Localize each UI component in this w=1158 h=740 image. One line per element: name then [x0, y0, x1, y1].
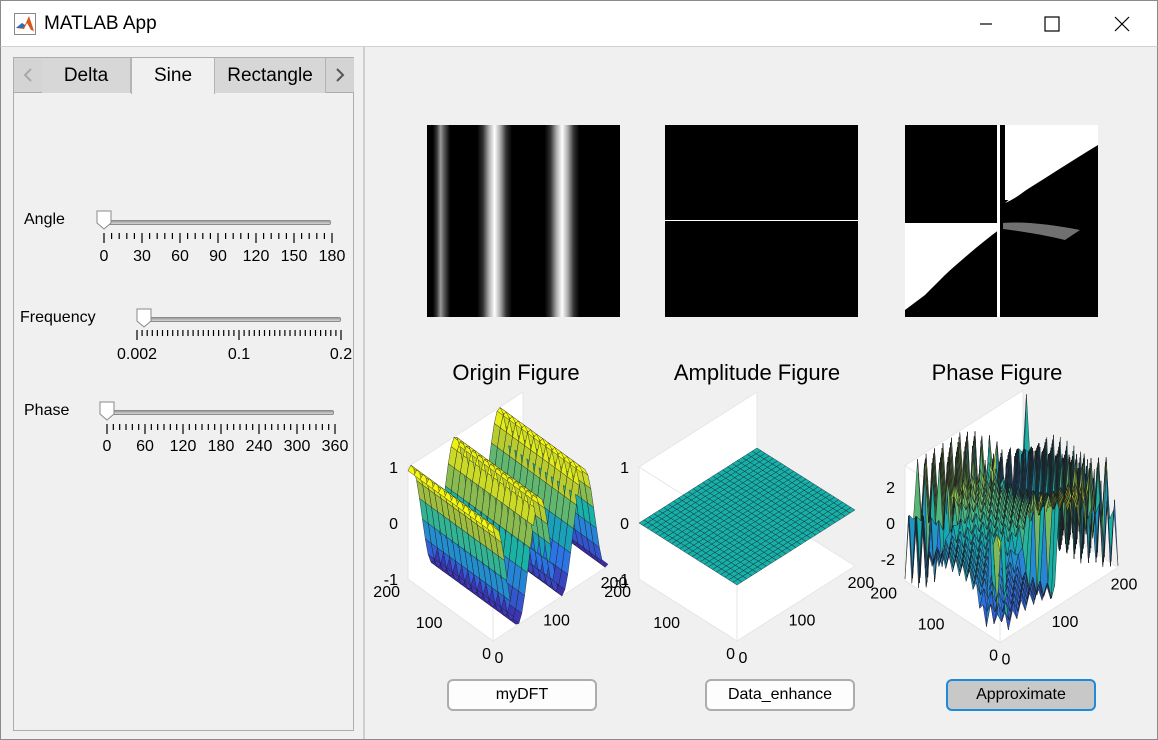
axis-tick-label: 0	[482, 646, 491, 663]
signal-tab-group: Delta Sine Rectangle Angle 0 30 60 90 120 150…	[13, 57, 354, 731]
phase-slider-ticks	[106, 424, 336, 434]
axis-tick-label: 100	[416, 615, 443, 632]
origin-image	[427, 125, 620, 317]
matlab-logo-icon	[14, 13, 36, 35]
axis-tick-label: 100	[1052, 614, 1079, 631]
axis-tick-label: 0	[495, 650, 504, 667]
tab-bar: Delta Sine Rectangle	[14, 58, 354, 94]
chevron-right-icon	[336, 68, 345, 82]
slider-tick-label: 180	[318, 248, 346, 265]
chevron-left-icon	[23, 68, 32, 82]
angle-slider-ticks	[103, 233, 333, 243]
window-title: MATLAB App	[44, 13, 157, 34]
frequency-label: Frequency	[20, 309, 96, 326]
axis-tick-label: 100	[918, 617, 945, 634]
axis-tick-label: 0	[389, 516, 398, 533]
slider-tick-label: 90	[209, 248, 227, 265]
axis-tick-label: 0	[886, 516, 895, 533]
slider-tick-label: 30	[133, 248, 151, 265]
phase-slider-track[interactable]	[107, 410, 334, 415]
axis-tick-label: 0	[726, 646, 735, 663]
slider-tick-label: 120	[169, 438, 197, 455]
origin-figure-title: Origin Figure	[452, 360, 580, 385]
axis-tick-label: 0	[739, 650, 748, 667]
maximize-button[interactable]	[1023, 1, 1081, 47]
slider-tick-label: 0	[99, 248, 109, 265]
frequency-slider-ticks	[136, 330, 342, 340]
tab-rectangle[interactable]: Rectangle	[215, 58, 326, 93]
tab-scroll-right-button[interactable]	[326, 58, 354, 92]
axis-tick-label: 200	[601, 575, 628, 592]
slider-tick-label: 150	[280, 248, 308, 265]
phase-slider-thumb[interactable]	[99, 401, 115, 421]
slider-tick-label: 0	[102, 438, 112, 455]
axis-tick-label: 200	[848, 575, 875, 592]
axis-tick-label: 0	[620, 516, 629, 533]
maximize-icon	[1044, 16, 1060, 32]
amplitude-image	[665, 125, 858, 317]
angle-label: Angle	[24, 211, 65, 228]
tab-delta[interactable]: Delta	[42, 58, 131, 93]
slider-tick-label: 0.1	[227, 346, 251, 363]
axis-tick-label: 1	[389, 460, 398, 477]
phase-image	[905, 125, 1098, 317]
slider-tick-label: 60	[136, 438, 154, 455]
angle-slider-thumb[interactable]	[96, 210, 112, 230]
slider-tick-label: 120	[242, 248, 270, 265]
axis-tick-label: 1	[620, 460, 629, 477]
axis-tick-label: 100	[789, 613, 816, 630]
tab-scroll-left-button[interactable]	[14, 58, 42, 92]
slider-tick-label: 300	[283, 438, 311, 455]
axis-tick-label: 0	[1002, 652, 1011, 669]
minimize-button[interactable]	[957, 1, 1015, 47]
axis-tick-label: 200	[1111, 577, 1138, 594]
axis-tick-label: 100	[653, 615, 680, 632]
angle-slider-track[interactable]	[104, 220, 331, 225]
axis-tick-label: -2	[881, 552, 895, 569]
slider-tick-label: 60	[171, 248, 189, 265]
phase-label: Phase	[24, 402, 70, 419]
minimize-icon	[980, 23, 992, 25]
slider-tick-label: 180	[207, 438, 235, 455]
title-bar: MATLAB App	[0, 0, 1158, 46]
axis-tick-label: -1	[384, 572, 398, 589]
phase-figure-title: Phase Figure	[931, 360, 1063, 385]
app-client-area: Delta Sine Rectangle Angle 0 30 60 90 120 150…	[0, 46, 1158, 740]
axis-tick-label: 200	[604, 584, 631, 601]
slider-tick-label: 240	[245, 438, 273, 455]
close-icon	[1114, 16, 1130, 32]
slider-tick-label: 0.002	[116, 346, 158, 363]
mydft-button[interactable]: myDFT	[447, 679, 597, 711]
slider-tick-label: 360	[321, 438, 349, 455]
frequency-slider-thumb[interactable]	[136, 308, 152, 328]
tab-sine[interactable]: Sine	[131, 58, 215, 94]
display-panel: Origin Figure Amplitude Figure Phase Fig…	[363, 47, 1157, 739]
frequency-slider-track[interactable]	[138, 317, 341, 322]
axis-tick-label: 100	[543, 613, 570, 630]
close-button[interactable]	[1093, 1, 1151, 47]
axis-tick-label: 200	[373, 584, 400, 601]
axis-tick-label: -1	[615, 572, 629, 589]
axis-tick-label: 2	[886, 480, 895, 497]
data-enhance-button[interactable]: Data_enhance	[705, 679, 855, 711]
amplitude-figure-title: Amplitude Figure	[673, 360, 841, 385]
axis-tick-label: 200	[870, 586, 897, 603]
axis-tick-label: 0	[989, 648, 998, 665]
approximate-button[interactable]: Approximate	[946, 679, 1096, 711]
slider-tick-label: 0.2	[329, 346, 353, 363]
